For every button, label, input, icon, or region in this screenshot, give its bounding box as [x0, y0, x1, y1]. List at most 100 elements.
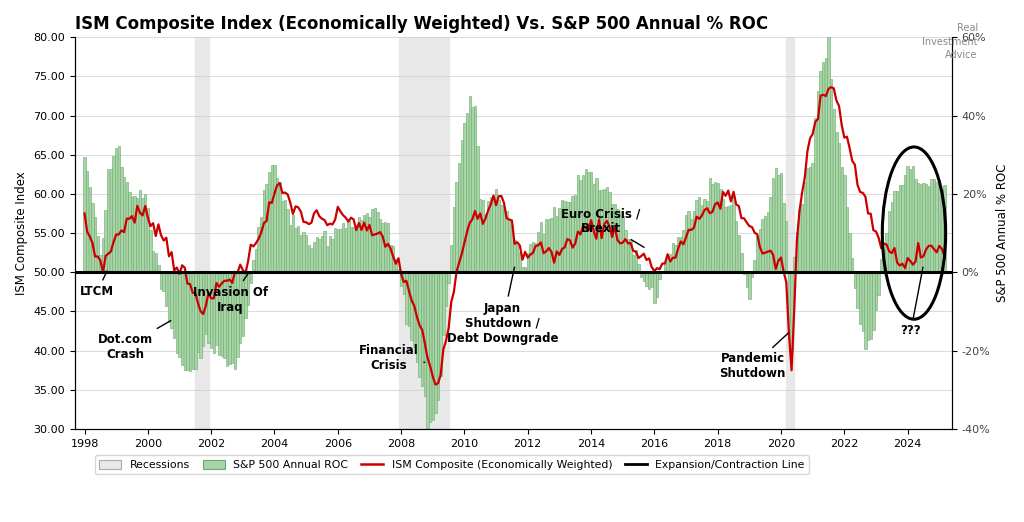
- Bar: [315, 237, 317, 272]
- Bar: [817, 91, 819, 272]
- Bar: [804, 182, 806, 272]
- Bar: [168, 272, 170, 323]
- Text: Euro Crisis /
Brexit: Euro Crisis / Brexit: [561, 207, 644, 247]
- Bar: [690, 219, 692, 272]
- Bar: [292, 215, 294, 272]
- Bar: [925, 184, 928, 272]
- Bar: [830, 79, 833, 272]
- Text: ???: ???: [900, 267, 923, 337]
- Bar: [886, 233, 888, 272]
- Bar: [191, 272, 194, 369]
- Bar: [474, 105, 476, 272]
- Bar: [774, 168, 777, 272]
- Bar: [637, 264, 640, 272]
- Bar: [508, 219, 511, 272]
- Bar: [389, 244, 392, 272]
- Bar: [809, 168, 811, 272]
- Bar: [764, 216, 766, 272]
- Bar: [682, 230, 685, 272]
- Bar: [324, 231, 326, 272]
- Bar: [625, 230, 627, 272]
- Bar: [188, 272, 191, 371]
- Bar: [611, 204, 613, 272]
- Bar: [141, 198, 143, 272]
- Bar: [91, 203, 93, 272]
- Bar: [207, 272, 210, 343]
- Bar: [257, 227, 260, 272]
- Bar: [712, 184, 714, 272]
- Bar: [205, 272, 207, 335]
- Bar: [687, 211, 690, 272]
- Bar: [933, 179, 935, 272]
- Bar: [429, 272, 431, 422]
- Bar: [362, 215, 366, 272]
- Bar: [110, 169, 112, 272]
- Bar: [163, 272, 165, 291]
- Bar: [318, 239, 321, 272]
- Bar: [471, 108, 473, 272]
- Bar: [498, 200, 500, 272]
- Bar: [943, 185, 946, 272]
- Bar: [252, 260, 255, 272]
- Bar: [220, 272, 223, 356]
- Bar: [811, 163, 814, 272]
- Bar: [580, 180, 582, 272]
- Bar: [268, 172, 270, 272]
- Bar: [782, 203, 784, 272]
- Bar: [83, 157, 86, 272]
- Bar: [531, 242, 535, 272]
- Bar: [329, 236, 331, 272]
- Bar: [603, 188, 605, 272]
- Bar: [178, 272, 180, 357]
- Bar: [128, 192, 131, 272]
- Bar: [94, 217, 96, 272]
- Bar: [550, 218, 553, 272]
- Bar: [685, 215, 687, 272]
- Bar: [672, 243, 674, 272]
- Bar: [898, 185, 901, 272]
- Bar: [265, 184, 267, 272]
- Bar: [228, 272, 230, 364]
- Bar: [484, 214, 486, 272]
- Bar: [662, 272, 664, 273]
- Bar: [371, 209, 374, 272]
- Bar: [437, 272, 439, 400]
- Bar: [791, 272, 793, 352]
- Bar: [115, 148, 118, 272]
- Bar: [506, 210, 508, 272]
- Bar: [891, 203, 893, 272]
- Bar: [841, 168, 843, 272]
- Bar: [859, 272, 861, 324]
- Bar: [674, 245, 677, 272]
- Bar: [518, 252, 521, 272]
- Bar: [640, 272, 642, 277]
- Bar: [719, 189, 722, 272]
- Bar: [495, 189, 498, 272]
- Bar: [313, 242, 315, 272]
- Bar: [120, 168, 123, 272]
- Bar: [376, 212, 379, 272]
- Bar: [874, 272, 878, 310]
- Bar: [600, 190, 603, 272]
- Bar: [158, 265, 160, 272]
- Bar: [613, 205, 616, 272]
- Bar: [796, 231, 798, 272]
- Bar: [297, 226, 299, 272]
- Bar: [799, 209, 801, 272]
- Bar: [310, 248, 312, 272]
- Bar: [131, 197, 133, 272]
- Bar: [146, 208, 150, 272]
- Bar: [408, 272, 411, 326]
- Bar: [645, 272, 647, 287]
- Bar: [210, 272, 212, 348]
- Bar: [366, 213, 368, 272]
- Bar: [453, 207, 455, 272]
- Bar: [195, 272, 197, 369]
- Text: Financial
Crisis: Financial Crisis: [358, 345, 425, 372]
- Bar: [722, 198, 724, 272]
- Bar: [500, 205, 503, 272]
- Bar: [456, 182, 458, 272]
- Bar: [598, 189, 600, 272]
- Bar: [585, 169, 587, 272]
- Bar: [785, 221, 787, 272]
